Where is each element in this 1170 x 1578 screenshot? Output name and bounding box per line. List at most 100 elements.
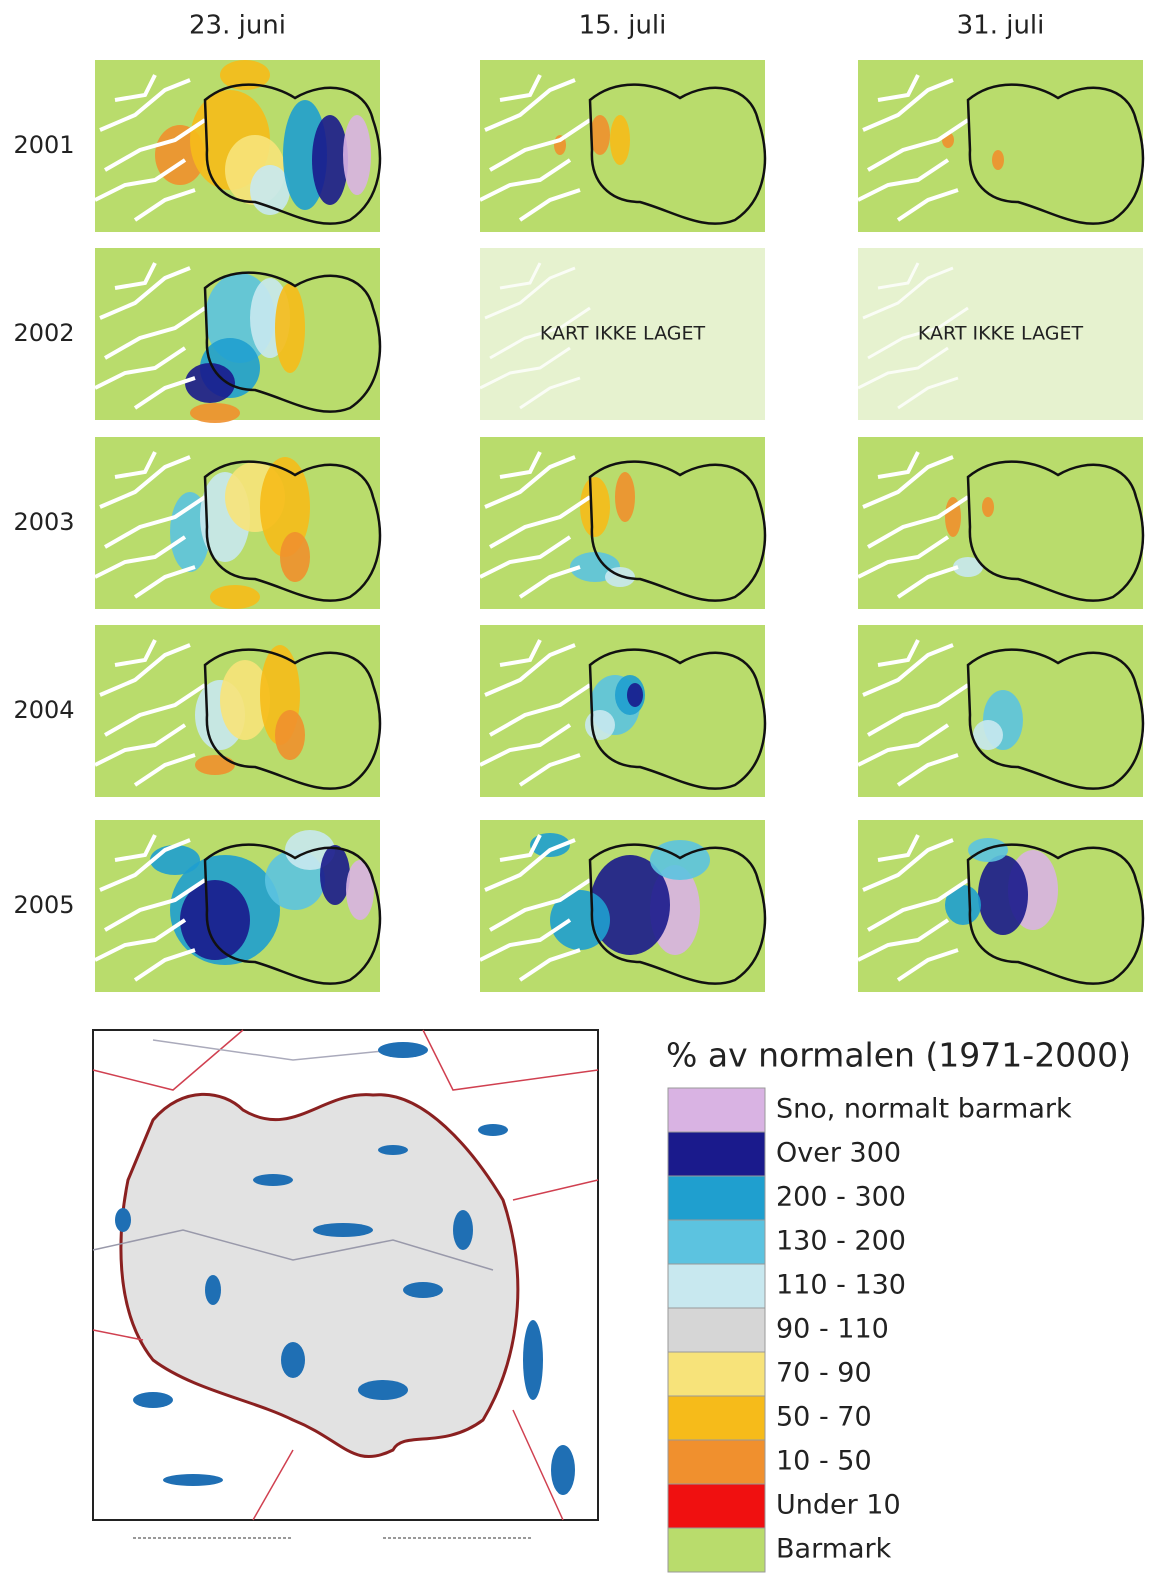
reference-road (422, 1029, 599, 1091)
terrain-streak (133, 376, 196, 410)
terrain-streak (499, 834, 542, 862)
terrain-streak (518, 753, 581, 787)
column-header: 23. juni (189, 11, 286, 41)
column-header: 15. juli (579, 11, 667, 41)
snow-patch (190, 403, 240, 423)
terrain-streak (877, 639, 920, 667)
terrain-streak (479, 535, 572, 579)
legend-label: Sno, normalt barmark (776, 1094, 1072, 1125)
terrain-streak (862, 266, 954, 320)
terrain-streak (104, 878, 207, 932)
terrain-streak (867, 683, 970, 737)
legend-swatch (667, 1527, 766, 1573)
snow-patch (180, 880, 250, 960)
terrain-streak (484, 838, 576, 892)
terrain-streak (114, 74, 157, 102)
legend-label: 130 - 200 (776, 1226, 906, 1257)
reference-lake (478, 1124, 508, 1136)
snow-patch (590, 115, 610, 155)
map-panel (94, 820, 382, 992)
snow-patch (280, 532, 310, 582)
terrain-streak (489, 306, 591, 360)
reference-lake (253, 1174, 293, 1186)
map-panel (479, 437, 767, 609)
reference-lake (453, 1210, 473, 1250)
snow-patch (343, 115, 371, 195)
terrain-streak (896, 188, 959, 222)
reference-lake (313, 1223, 373, 1237)
terrain-streak (104, 306, 207, 360)
legend-swatch (667, 1219, 766, 1265)
snow-patch (615, 472, 635, 522)
terrain-streak (877, 74, 920, 102)
terrain-streak (877, 451, 920, 479)
terrain-streak (897, 376, 959, 410)
map-panel (94, 248, 382, 423)
column-header: 31. juli (957, 11, 1045, 41)
legend-label: Over 300 (776, 1138, 901, 1169)
terrain-streak (99, 838, 191, 892)
terrain-streak (479, 723, 572, 767)
region-outline (966, 648, 1145, 790)
map-panel (857, 820, 1145, 992)
terrain-streak (489, 683, 592, 737)
terrain-streak (518, 188, 581, 222)
snow-patch (590, 855, 670, 955)
row-label: 2004 (13, 696, 74, 724)
row-label: 2005 (13, 891, 74, 919)
terrain-streak (857, 158, 950, 202)
terrain-streak (862, 838, 954, 892)
reference-road (92, 1329, 144, 1341)
terrain-streak (499, 639, 542, 667)
terrain-streak (114, 262, 157, 290)
snow-patch (945, 885, 981, 925)
reference-map (92, 1029, 599, 1539)
map-panel (479, 625, 767, 797)
terrain-streak (99, 266, 191, 320)
terrain-streak (857, 346, 949, 390)
terrain-streak (479, 158, 572, 202)
snow-patch (220, 660, 270, 740)
snow-patch (312, 115, 348, 205)
terrain-streak (862, 455, 954, 509)
map-panel: KART IKKE LAGET (479, 248, 765, 420)
map-panel (479, 60, 767, 232)
terrain-streak (94, 723, 187, 767)
reference-road (152, 1039, 394, 1061)
legend-label: 70 - 90 (776, 1358, 872, 1389)
reference-road (252, 1449, 294, 1521)
region-outline (966, 843, 1145, 985)
region-outline (203, 648, 382, 790)
terrain-streak (94, 346, 187, 390)
snow-patch (650, 840, 710, 880)
region-outline (966, 83, 1145, 225)
region-outline (203, 271, 382, 413)
reference-road (512, 1179, 599, 1201)
region-outline (588, 648, 767, 790)
legend-swatch (667, 1483, 766, 1529)
snow-patch (260, 457, 310, 557)
terrain-streak (104, 495, 207, 549)
missing-map-note: KART IKKE LAGET (540, 323, 706, 345)
row-label: 2002 (13, 319, 74, 347)
reference-lake (281, 1342, 305, 1378)
legend-label: 90 - 110 (776, 1314, 889, 1345)
missing-map-note: KART IKKE LAGET (918, 323, 1084, 345)
terrain-streak (94, 535, 187, 579)
terrain-streak (133, 188, 196, 222)
terrain-streak (867, 495, 970, 549)
terrain-streak (99, 78, 191, 132)
snow-patch (585, 710, 615, 740)
terrain-streak (857, 918, 950, 962)
terrain-streak (499, 74, 542, 102)
terrain-streak (104, 118, 207, 172)
map-panel (94, 625, 382, 797)
snow-patch (320, 845, 350, 905)
reference-lake (551, 1445, 575, 1495)
terrain-streak (896, 948, 959, 982)
terrain-streak (114, 451, 157, 479)
terrain-streak (499, 451, 542, 479)
region-outline (203, 460, 382, 602)
terrain-streak (896, 753, 959, 787)
